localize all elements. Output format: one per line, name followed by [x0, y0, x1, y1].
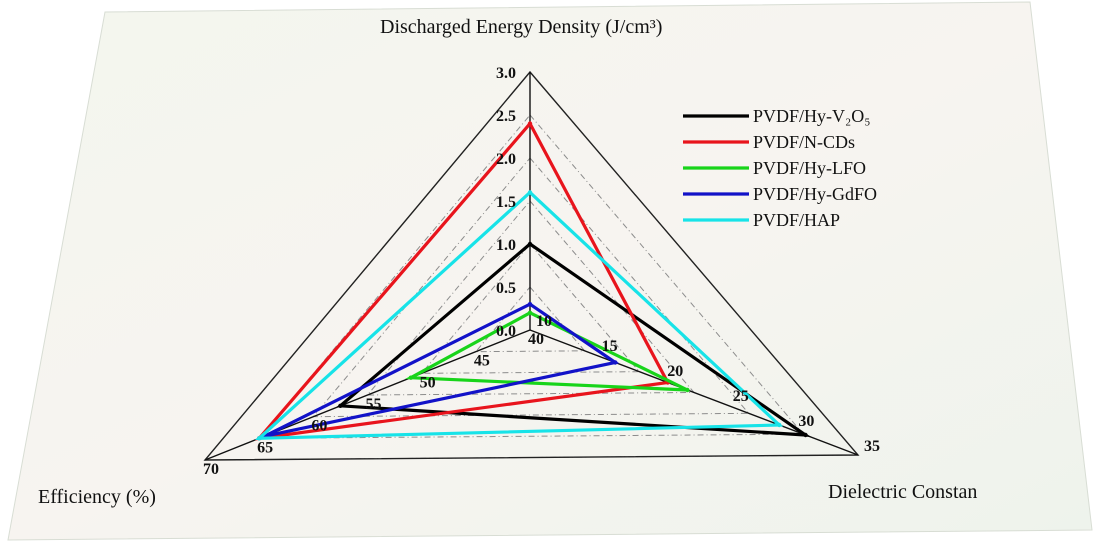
tick-label-axis2-4: 60 [311, 418, 327, 435]
tick-label-axis0-5: 2.5 [496, 108, 516, 125]
axis-title-energy-density: Discharged Energy Density (J/cm³) [380, 16, 662, 38]
tick-label-axis1-2: 20 [667, 363, 683, 380]
series-polygon-4 [254, 190, 784, 441]
tick-label-axis0-6: 3.0 [496, 65, 516, 82]
series-0-point-2 [338, 403, 343, 409]
series-0-point-0 [527, 241, 533, 247]
series-3-point-0 [527, 302, 533, 307]
legend-label-2: PVDF/Hy-LFO [753, 158, 866, 178]
series-polygon-3 [263, 302, 620, 438]
grid-ring-4 [312, 157, 750, 418]
series-3-point-1 [613, 360, 618, 365]
tick-label-axis0-3: 1.5 [496, 194, 516, 211]
axis-title-dielectric-constant: Dielectric Constan [828, 481, 977, 503]
radar-tick-labels: 0.0 0.5 1.0 1.5 2.0 2.5 3.0 10 15 20 25 30 35 40 45 50 5… [203, 65, 880, 478]
radar-grid [203, 70, 860, 461]
outer-frame [203, 70, 860, 461]
grid-ring-3 [366, 200, 696, 396]
series-4-point-0 [527, 190, 533, 195]
legend: PVDF/Hy-V₂O₅ PVDF/N-CDs PVDF/Hy-LFO PVDF/Hy… [683, 106, 877, 230]
tick-label-axis2-1: 45 [474, 353, 490, 370]
tick-label-axis2-0: 40 [528, 331, 544, 348]
tick-label-axis1-4: 30 [798, 413, 814, 430]
series-0-point-1 [803, 432, 808, 438]
tick-label-axis1-0: 10 [536, 313, 552, 330]
series-polygon-1 [255, 120, 671, 441]
tick-label-axis1-1: 15 [602, 338, 618, 355]
series-1-point-0 [527, 121, 533, 126]
legend-label-0: PVDF/Hy-V₂O₅ [753, 106, 871, 126]
tick-label-axis1-5: 35 [864, 438, 880, 455]
radar-series [254, 120, 812, 441]
tick-label-axis2-6: 70 [203, 461, 219, 478]
series-polygon-2 [405, 310, 689, 392]
tick-label-axis0-2: 1.0 [496, 237, 516, 254]
series-4-point-1 [777, 422, 782, 428]
grid-ring-5 [258, 114, 805, 439]
axis-title-efficiency: Efficiency (%) [38, 486, 156, 508]
tick-label-axis2-5: 65 [257, 439, 273, 456]
tick-label-axis2-3: 55 [366, 396, 382, 413]
series-polygon-0 [336, 241, 812, 437]
series-2-point-2 [408, 375, 414, 380]
tick-label-axis0-0: 0.0 [496, 323, 516, 340]
tick-label-axis1-3: 25 [733, 388, 749, 405]
legend-label-4: PVDF/HAP [753, 210, 840, 230]
paper-background [7, 1, 1093, 541]
series-4-point-2 [256, 436, 262, 441]
tick-label-axis0-1: 0.5 [496, 280, 516, 297]
series-2-point-1 [685, 387, 690, 393]
grid-ring-2 [420, 243, 641, 374]
tick-label-axis0-4: 2.0 [496, 151, 516, 168]
series-2-point-0 [527, 310, 533, 315]
legend-label-1: PVDF/N-CDs [753, 132, 855, 152]
legend-label-3: PVDF/Hy-GdFO [753, 184, 877, 204]
tick-label-axis2-2: 50 [420, 374, 436, 391]
